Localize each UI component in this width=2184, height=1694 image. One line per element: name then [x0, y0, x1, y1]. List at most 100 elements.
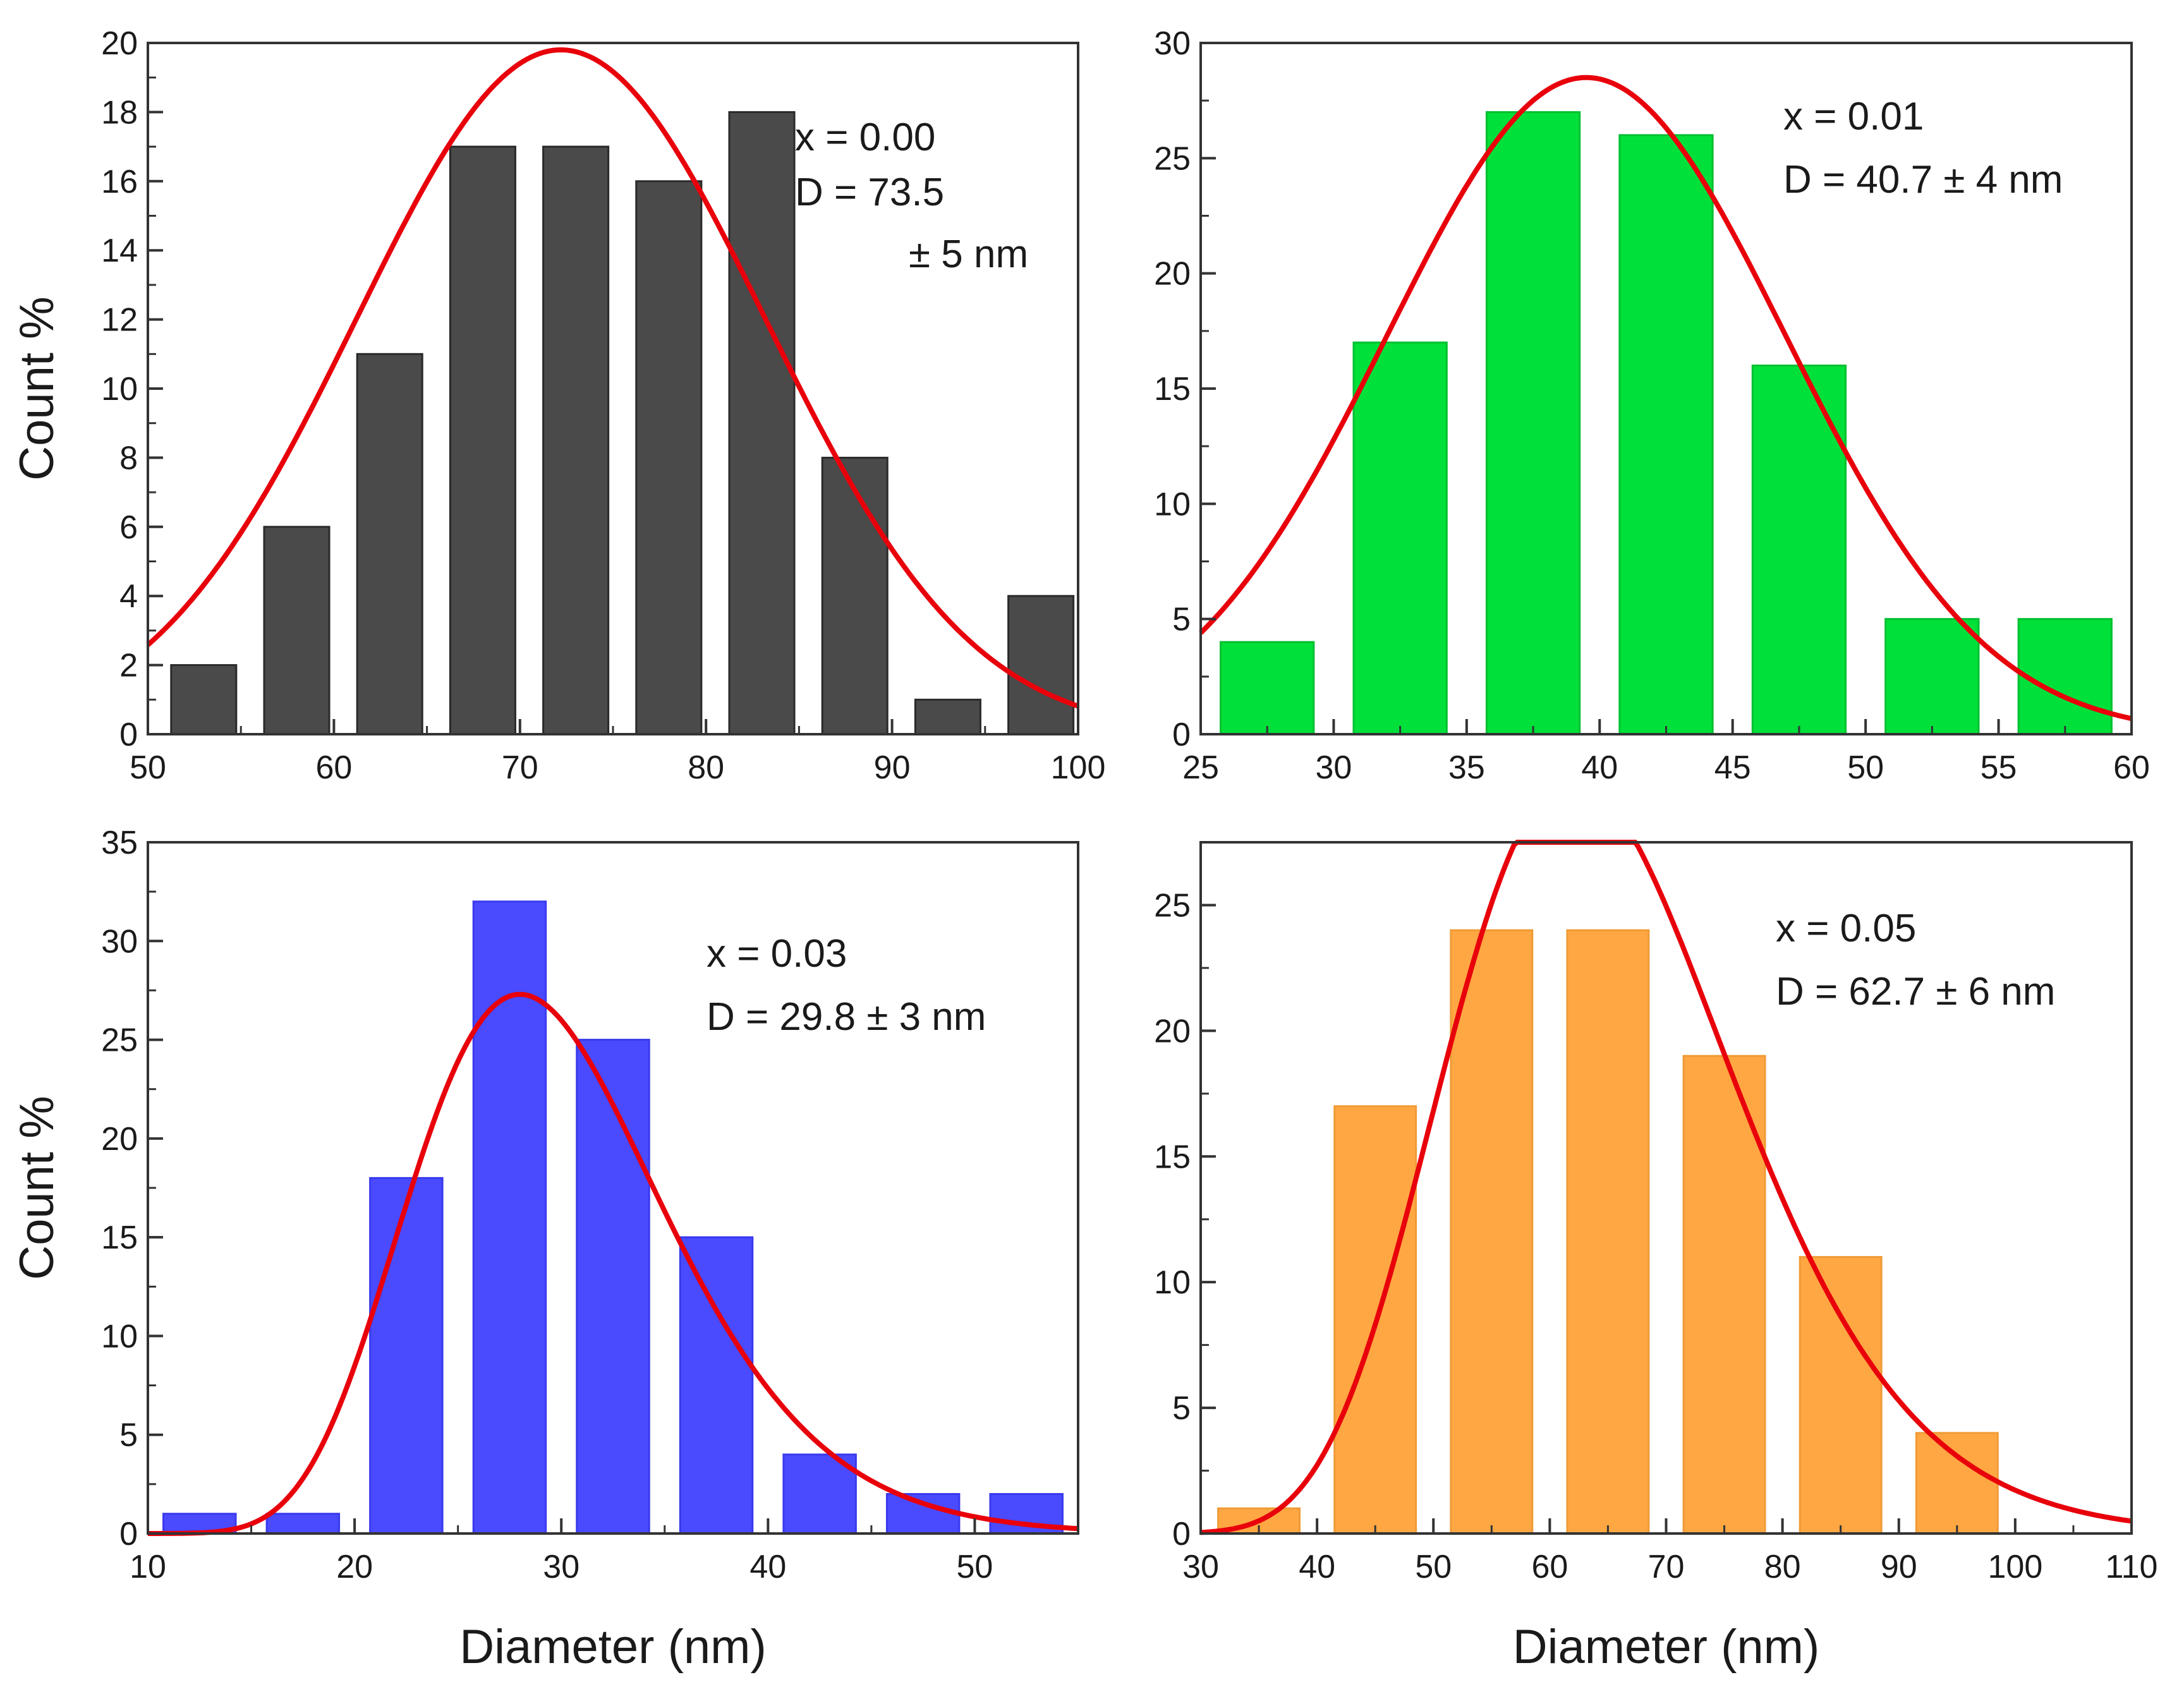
- x-tick-label: 50: [130, 749, 166, 786]
- x-tick-label: 25: [1182, 749, 1219, 786]
- y-tick-label: 30: [1154, 25, 1191, 62]
- x-tick-label: 35: [1448, 749, 1485, 786]
- y-tick-label: 2: [119, 648, 138, 684]
- y-tick-label: 35: [101, 825, 138, 861]
- x-tick-label: 30: [543, 1549, 579, 1585]
- histogram-bar: [2017, 618, 2113, 735]
- x-tick-label: 70: [502, 749, 538, 786]
- histogram-bar: [1352, 341, 1448, 735]
- histogram-bar: [170, 664, 238, 735]
- x-tick-label: 55: [1981, 749, 2017, 786]
- panel-x-0-01: 25 30 35 40 45 50 55 60 0 5 10 15 20 25 30 x = 0.01 D …: [1154, 25, 2150, 786]
- y-tick-label: 15: [1154, 371, 1191, 408]
- histogram-bar: [635, 180, 703, 735]
- histogram-bar: [369, 1177, 444, 1535]
- y-tick-label: 6: [119, 509, 138, 546]
- x-axis-title: Diameter (nm): [459, 1620, 767, 1674]
- x-tick-label: 45: [1714, 749, 1751, 786]
- fit-curve: [1199, 75, 2132, 722]
- x-tick-label: 80: [688, 749, 724, 786]
- y-tick-label: 12: [101, 302, 138, 339]
- histogram-bar: [1618, 134, 1714, 735]
- fit-curve: [1200, 840, 2132, 1535]
- y-tick-label: 10: [1154, 486, 1191, 523]
- histogram-bar: [782, 1453, 857, 1535]
- y-tick-label: 25: [1154, 887, 1191, 924]
- y-tick-label: 20: [101, 25, 138, 62]
- histogram-bar: [449, 145, 516, 735]
- y-tick-label: 20: [101, 1121, 138, 1158]
- histogram-bar: [1884, 618, 1980, 735]
- histogram-bar: [1007, 595, 1075, 735]
- y-tick-label: 0: [119, 1516, 138, 1552]
- histogram-bar: [1682, 1055, 1766, 1535]
- y-tick-label: 18: [101, 94, 138, 131]
- histogram-bar: [263, 526, 331, 735]
- annotation-uncertainty: ± 5 nm: [909, 233, 1028, 276]
- x-tick-label: 90: [874, 749, 911, 786]
- annotation-diameter: D = 62.7 ± 6 nm: [1776, 970, 2055, 1013]
- x-tick-label: 60: [1531, 1549, 1568, 1585]
- y-tick-label: 30: [101, 923, 138, 960]
- x-tick-label: 90: [1881, 1549, 1917, 1585]
- y-tick-label: 5: [1172, 602, 1191, 638]
- histogram-bar: [885, 1492, 961, 1535]
- y-tick-label: 16: [101, 164, 138, 200]
- x-tick-label: 50: [1415, 1549, 1452, 1585]
- histogram-bar: [1799, 1255, 1883, 1535]
- histogram-bar: [542, 145, 610, 735]
- x-tick-label: 110: [2106, 1549, 2158, 1585]
- annotation-composition: x = 0.00: [795, 116, 935, 159]
- x-tick-label: 10: [130, 1549, 166, 1585]
- x-tick-label: 30: [1182, 1549, 1219, 1585]
- x-tick-label: 30: [1316, 749, 1352, 786]
- x-tick-label: 60: [315, 749, 352, 786]
- y-tick-label: 25: [1154, 140, 1191, 177]
- panel-x-0-00: 50 60 70 80 90 100 0 2 4 6 8 10 12 14 16 18 20 Count % x…: [10, 25, 1105, 786]
- y-tick-label: 5: [1172, 1390, 1191, 1427]
- y-tick-label: 15: [1154, 1139, 1191, 1175]
- x-tick-label: 60: [2113, 749, 2150, 786]
- histogram-bar: [356, 353, 423, 735]
- histogram-bar: [265, 1513, 341, 1535]
- y-tick-label: 25: [101, 1022, 138, 1059]
- annotation-composition: x = 0.05: [1776, 907, 1916, 950]
- annotation-diameter: D = 40.7 ± 4 nm: [1783, 158, 2063, 202]
- y-tick-label: 10: [1154, 1264, 1191, 1301]
- annotation-diameter: D = 29.8 ± 3 nm: [707, 995, 986, 1039]
- x-tick-label: 80: [1764, 1549, 1801, 1585]
- histogram-bar: [576, 1039, 650, 1535]
- histogram-bar: [1220, 641, 1315, 735]
- x-tick-label: 20: [336, 1549, 373, 1585]
- x-tick-label: 100: [1987, 1549, 2042, 1585]
- y-tick-label: 4: [119, 578, 138, 615]
- y-tick-label: 5: [119, 1417, 138, 1454]
- y-tick-label: 10: [101, 371, 138, 408]
- fit-curve: [148, 991, 1079, 1536]
- y-tick-label: 14: [101, 233, 138, 269]
- x-tick-label: 40: [749, 1549, 786, 1585]
- histogram-bar: [472, 900, 547, 1535]
- y-tick-label: 15: [101, 1219, 138, 1256]
- annotation-composition: x = 0.03: [707, 932, 847, 976]
- histogram-bar: [1566, 929, 1650, 1535]
- histogram-bar: [821, 456, 889, 735]
- histogram-bar: [1450, 929, 1534, 1535]
- x-tick-label: 100: [1051, 749, 1106, 786]
- x-tick-label: 40: [1299, 1549, 1335, 1585]
- y-tick-label: 0: [119, 717, 138, 753]
- histogram-bar: [914, 698, 981, 735]
- x-tick-label: 50: [1847, 749, 1884, 786]
- x-axis-title: Diameter (nm): [1513, 1620, 1820, 1674]
- y-tick-label: 20: [1154, 256, 1191, 293]
- fit-curve: [146, 47, 1079, 709]
- panel-x-0-03: 10 20 30 40 50 0 5 10 15 20 25 30 35 Count % Diamete…: [10, 825, 1079, 1674]
- histogram-bar: [1485, 111, 1581, 735]
- histogram-bar: [1915, 1432, 1999, 1535]
- y-tick-label: 8: [119, 440, 138, 476]
- annotation-composition: x = 0.01: [1783, 95, 1924, 138]
- y-tick-label: 0: [1172, 1516, 1191, 1552]
- x-tick-label: 40: [1581, 749, 1618, 786]
- y-axis-title: Count %: [10, 1096, 64, 1280]
